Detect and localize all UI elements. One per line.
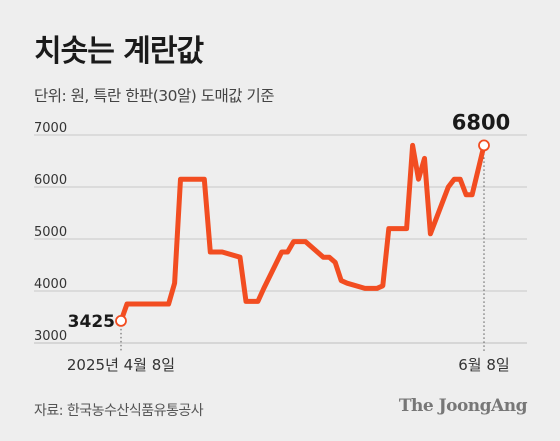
chart-title: 치솟는 계란값 [34, 34, 204, 69]
source-note: 자료: 한국농수산식품유통공사 [34, 403, 204, 419]
x-tick-label-end: 6월 8일 [458, 356, 509, 374]
y-tick-label-6000: 6000 [34, 173, 67, 188]
publisher-logo: The JoongAng [398, 396, 528, 416]
chart-subtitle: 단위: 원, 특란 한판(30알) 도매값 기준 [34, 87, 274, 105]
y-axis-tick-labels: 3000 4000 5000 6000 7000 [34, 121, 67, 344]
start-value-label: 3425 [68, 312, 115, 332]
end-point-marker [478, 139, 490, 152]
y-tick-label-3000: 3000 [34, 329, 67, 344]
y-tick-label-4000: 4000 [34, 277, 67, 292]
y-tick-label-7000: 7000 [34, 121, 67, 136]
x-tick-label-start: 2025년 4월 8일 [67, 356, 175, 374]
gridlines [34, 134, 527, 344]
end-value-label: 6800 [452, 110, 510, 134]
y-tick-label-5000: 5000 [34, 225, 67, 240]
price-series-line [118, 142, 487, 324]
start-point-marker [115, 314, 127, 327]
